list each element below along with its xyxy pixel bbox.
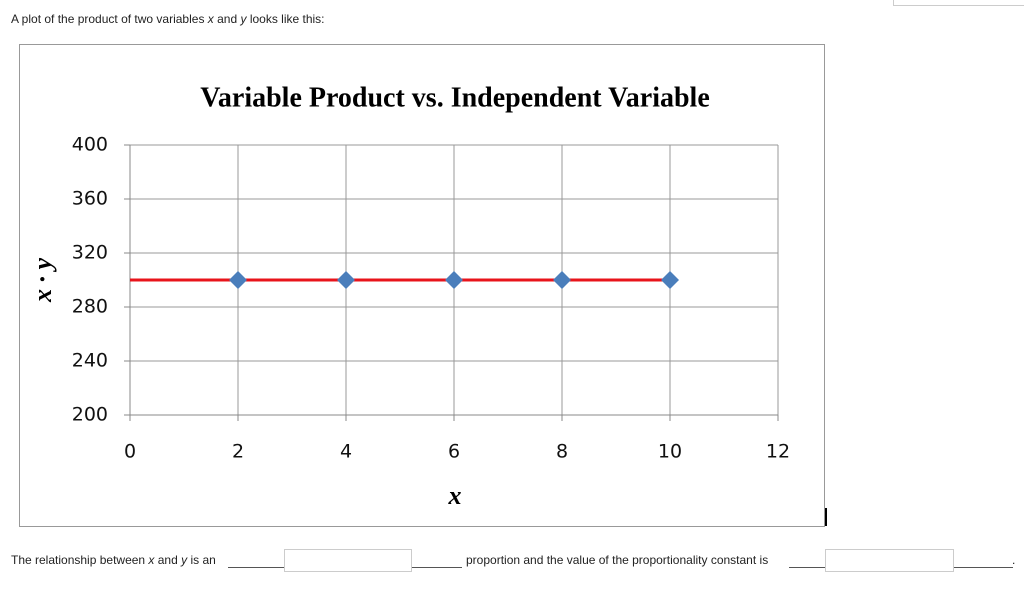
y-tick-label: 280: [72, 296, 108, 318]
text: and: [154, 553, 182, 567]
x-tick-label: 8: [556, 441, 568, 463]
intro: A plot of the product of two variables x…: [11, 12, 325, 26]
var: y: [240, 12, 247, 26]
answer-input[interactable]: [284, 549, 412, 572]
question-mid: proportion and the value of the proporti…: [466, 553, 769, 567]
y-tick-label: 400: [72, 134, 108, 156]
text: and: [213, 12, 241, 26]
text: is an: [187, 553, 216, 567]
x-tick-label: 4: [340, 441, 352, 463]
marker: [445, 271, 463, 289]
x-tick-label: 10: [658, 441, 682, 463]
question-end: .: [1012, 553, 1016, 567]
y-tick-label: 320: [72, 242, 108, 264]
marker: [229, 271, 247, 289]
x-tick-label: 0: [124, 441, 136, 463]
text: The relationship between: [11, 553, 149, 567]
x-axis-label: x: [448, 481, 462, 510]
answer-input[interactable]: [825, 549, 954, 572]
marker: [337, 271, 355, 289]
y-tick-label: 240: [72, 350, 108, 372]
text: A plot of the product of two variables: [11, 12, 208, 26]
var: x: [207, 12, 214, 26]
marker: [661, 271, 679, 289]
var: y: [181, 553, 188, 567]
chart-frame: [19, 44, 825, 527]
marker: [553, 271, 571, 289]
chart: Variable Product vs. Independent Variabl…: [19, 44, 827, 527]
text: looks like this:: [246, 12, 325, 26]
y-tick-label: 360: [72, 188, 108, 210]
x-tick-label: 2: [232, 441, 244, 463]
chart-title: Variable Product vs. Independent Variabl…: [200, 82, 710, 113]
x-tick-label: 12: [766, 441, 790, 463]
top-tab[interactable]: [893, 0, 1024, 6]
x-tick-label: 6: [448, 441, 460, 463]
y-tick-label: 200: [72, 404, 108, 426]
y-axis-label: x · y: [28, 258, 57, 304]
question-start: The relationship between x and y is an: [11, 553, 216, 567]
var: x: [148, 553, 155, 567]
